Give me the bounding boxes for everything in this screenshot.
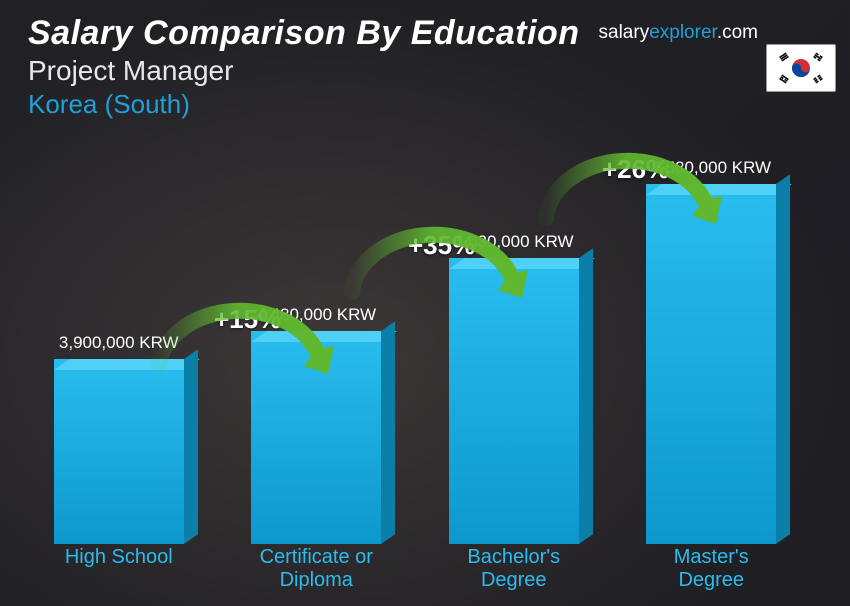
chart-subtitle: Project Manager [28,55,830,87]
brand-part-b: explorer [649,22,717,43]
category-label: Bachelor'sDegree [419,546,609,592]
brand-part-a: salary [599,22,650,43]
category-label: Master'sDegree [616,546,806,592]
korea-flag-icon [766,44,836,92]
bar-chart: 3,900,000 KRW 4,480,000 KRW 6,030,000 KR… [20,112,810,592]
brand-part-c: .com [717,22,758,43]
increase-arrow-icon [140,290,350,400]
category-label: High School [24,546,214,592]
increase-arrow-icon [528,140,738,250]
category-label: Certificate orDiploma [221,546,411,592]
brand-label: salaryexplorer.com [599,22,758,44]
increase-arrow-icon [334,214,544,324]
